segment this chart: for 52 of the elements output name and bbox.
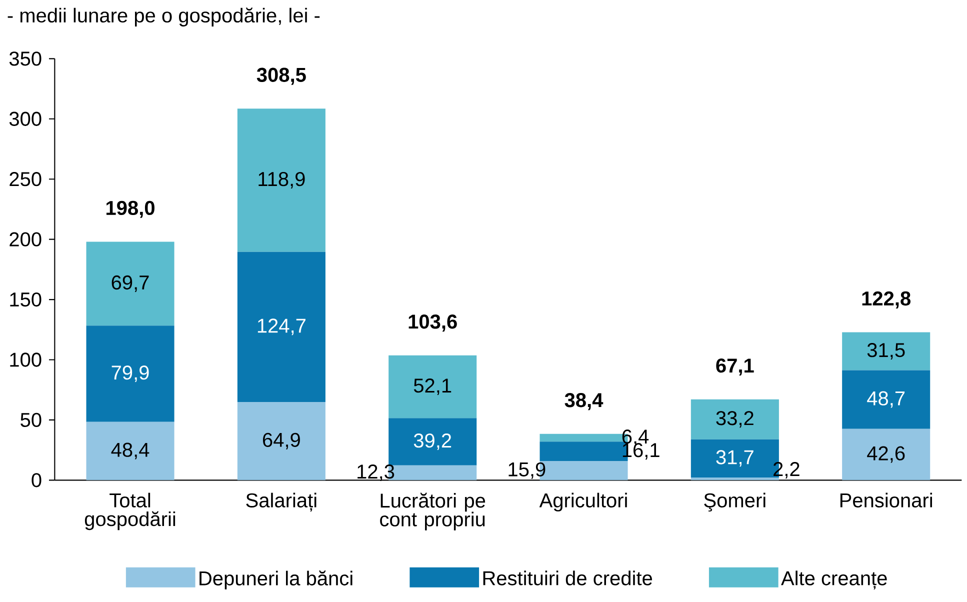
bar	[86, 422, 174, 480]
data-label: 15,9	[508, 462, 546, 479]
total-label: 198,0	[106, 200, 154, 218]
legend-label: Depuneri la bănci	[200, 570, 352, 590]
bar	[237, 252, 326, 402]
total-label: 103,6	[408, 314, 457, 332]
y-tick-label: 0	[32, 472, 42, 488]
bar	[690, 399, 779, 440]
data-label: 33,2	[716, 410, 754, 428]
x-tick-label: Salariați	[246, 492, 316, 512]
data-label: 31,5	[867, 342, 905, 360]
y-tick-label: 250	[10, 172, 42, 186]
x-tick-label: Lucrători pe cont propriu	[380, 492, 486, 530]
x-tick-label: Şomeri	[704, 492, 766, 512]
chart-title: - medii lunare pe o gospodărie, lei -	[8, 8, 320, 26]
x-tick-label: Agricultori	[539, 492, 627, 512]
bar	[842, 370, 930, 429]
bar	[86, 242, 174, 326]
bar	[690, 477, 779, 480]
y-tick-label: 350	[9, 52, 42, 66]
legend-label: Restituiri de credite	[483, 570, 652, 586]
data-label: 52,1	[414, 378, 452, 395]
x-tick-label: Total gospodării	[84, 492, 176, 530]
x-tick-label: Pensionari	[840, 492, 932, 508]
legend-label: Alte creanțe	[781, 570, 887, 590]
total-label: 308,5	[256, 68, 306, 85]
y-tick-label: 300	[9, 112, 42, 126]
bar	[388, 355, 477, 418]
bar	[237, 402, 326, 480]
data-label: 64,9	[262, 432, 300, 450]
y-tick-label: 200	[10, 232, 42, 246]
data-label: 12,3	[358, 464, 394, 481]
data-label: 48,7	[867, 391, 905, 408]
data-label: 118,9	[258, 172, 305, 188]
data-label: 79,9	[112, 365, 149, 382]
bar	[388, 418, 477, 466]
total-label: 67,1	[716, 358, 754, 376]
bar	[842, 428, 930, 480]
data-label: 48,4	[111, 442, 150, 460]
total-label: 38,4	[564, 392, 604, 410]
data-label: 124,7	[258, 318, 306, 336]
bar	[86, 326, 174, 422]
data-label: 42,6	[867, 446, 905, 463]
bar	[842, 332, 930, 370]
data-label: 31,7	[716, 450, 754, 467]
y-tick-label: 100	[10, 352, 42, 367]
data-label: 39,2	[414, 433, 452, 450]
data-label: 69,7	[112, 275, 149, 292]
y-tick-label: 50	[20, 412, 42, 427]
total-label: 122,8	[862, 291, 910, 308]
y-tick-label: 150	[10, 292, 42, 307]
bar	[237, 108, 326, 252]
